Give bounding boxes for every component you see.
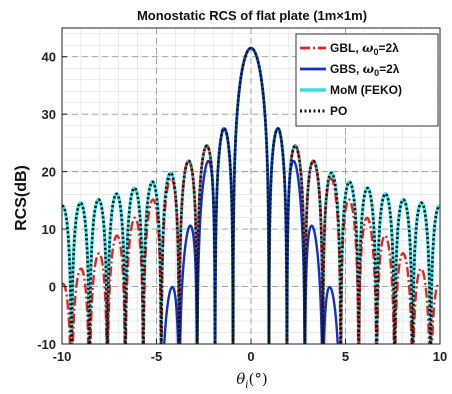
x-axis-label-unit: (°): [249, 370, 268, 388]
x-axis-label-symbol: θ: [236, 370, 245, 388]
plot-area: [62, 46, 440, 344]
y-tick-label: 10: [42, 222, 56, 237]
y-tick-label: 30: [42, 107, 56, 122]
series-line-po: [62, 46, 440, 344]
x-tick-label: -10: [53, 349, 72, 364]
y-axis-label: RCS(dB): [13, 165, 30, 231]
axes: -10 -5 0 5 10 -10 0 10 20 30 40: [37, 27, 447, 364]
x-tick-label: 0: [247, 349, 254, 364]
series-line-gbs: [163, 46, 339, 344]
legend: GBL, ω0=2λ GBS, ω0=2λ MoM (FEKO) PO: [295, 33, 439, 127]
chart-title: Monostatic RCS of flat plate (1m×1m): [137, 8, 367, 23]
legend-label-po: PO: [330, 104, 347, 118]
x-tick-label: 5: [342, 349, 349, 364]
x-axis-label: θi(°): [236, 370, 267, 391]
y-tick-label: -10: [37, 337, 56, 352]
y-tick-label: 40: [42, 50, 56, 65]
x-tick-label: 10: [433, 349, 447, 364]
x-axis-label-sub: i: [245, 380, 248, 391]
legend-label-gbs: GBS, ω0=2λ: [330, 62, 400, 78]
x-tick-label: -5: [151, 349, 163, 364]
y-tick-label: 0: [49, 280, 56, 295]
y-tick-label: 20: [42, 165, 56, 180]
legend-label-gbl: GBL, ω0=2λ: [330, 41, 399, 57]
legend-label-mom: MoM (FEKO): [330, 83, 402, 97]
